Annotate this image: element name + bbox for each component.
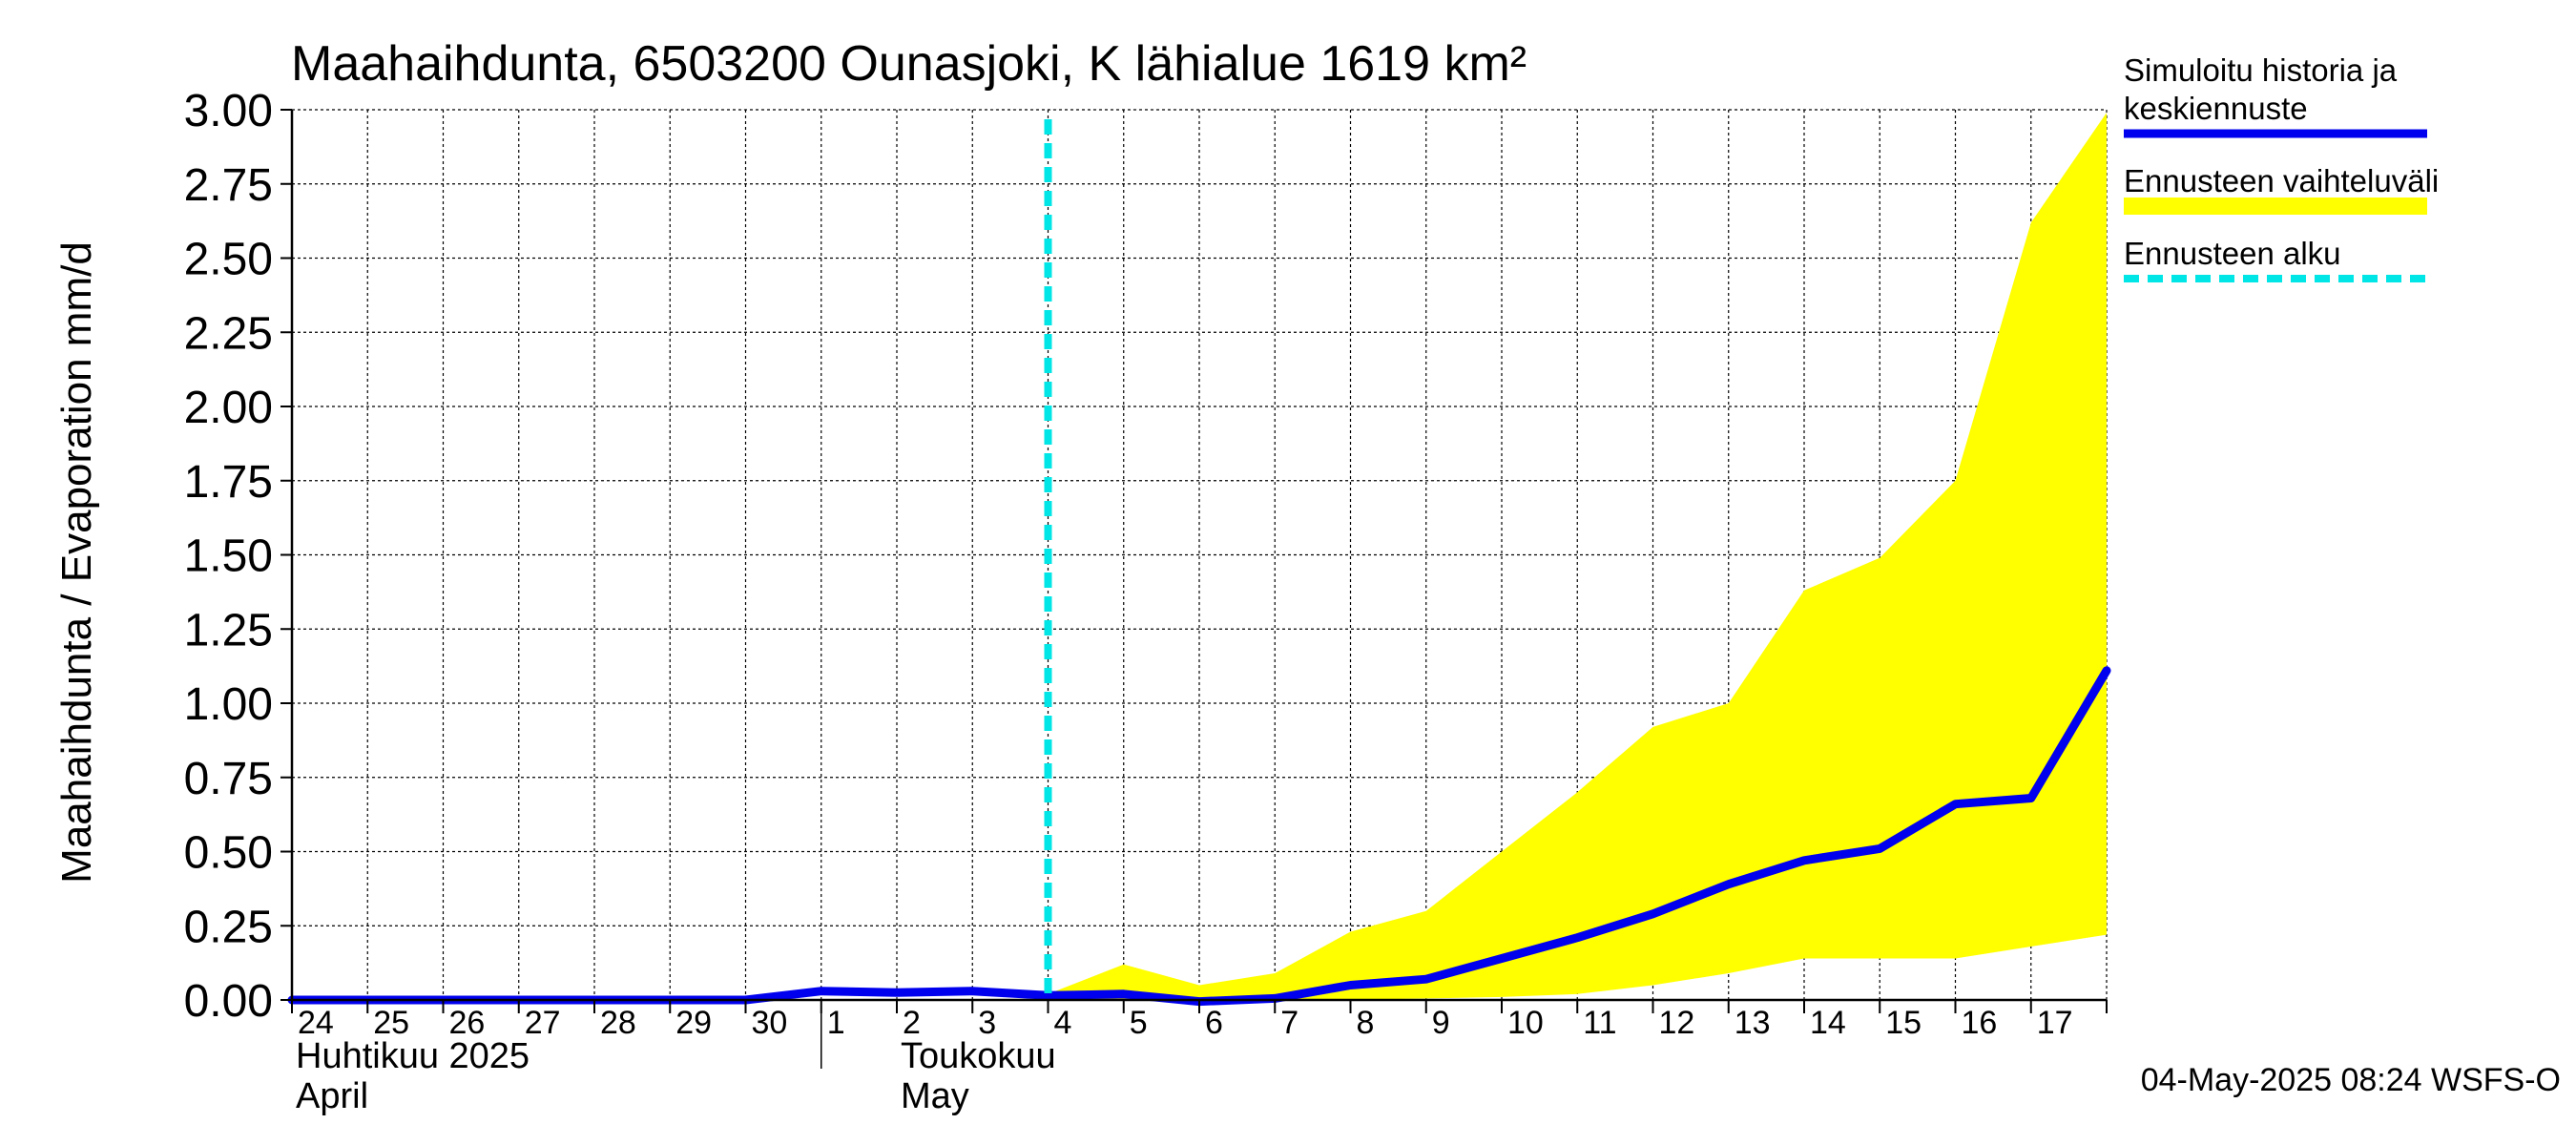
x-tick-label: 6 (1205, 1005, 1223, 1041)
x-tick-label: 17 (2037, 1005, 2073, 1041)
x-tick-label: 15 (1885, 1005, 1922, 1041)
y-tick-label: 1.25 (184, 605, 273, 656)
x-tick-label: 12 (1659, 1005, 1695, 1041)
month-label-english: May (901, 1076, 969, 1116)
legend-swatch-band (2124, 198, 2427, 215)
forecast-band-area (1048, 113, 2107, 1002)
legend-label: Ennusteen alku (2124, 236, 2341, 271)
x-tick-label: 25 (373, 1005, 409, 1041)
x-tick-label: 1 (827, 1005, 845, 1041)
y-tick-label: 2.25 (184, 308, 273, 359)
y-tick-label: 1.50 (184, 531, 273, 582)
x-tick-label: 10 (1507, 1005, 1544, 1041)
x-tick-label: 13 (1735, 1005, 1771, 1041)
legend-label: keskiennuste (2124, 91, 2308, 126)
month-label: Huhtikuu 2025 (296, 1036, 530, 1076)
y-tick-label: 2.75 (184, 160, 273, 211)
x-tick-label: 27 (525, 1005, 561, 1041)
y-tick-label: 1.75 (184, 457, 273, 508)
timestamp-footer: 04-May-2025 08:24 WSFS-O (2141, 1062, 2561, 1098)
x-tick-label: 30 (752, 1005, 788, 1041)
y-tick-label: 0.25 (184, 902, 273, 952)
y-axis-label: Maahaihdunta / Evaporation mm/d (53, 241, 100, 884)
month-label: Toukokuu (901, 1036, 1056, 1076)
y-tick-label: 2.50 (184, 235, 273, 285)
x-tick-label: 11 (1583, 1005, 1616, 1041)
x-tick-label: 24 (298, 1005, 334, 1041)
x-tick-label: 5 (1130, 1005, 1148, 1041)
x-tick-label: 8 (1357, 1005, 1375, 1041)
x-tick-label: 3 (978, 1005, 996, 1041)
x-tick-label: 4 (1054, 1005, 1072, 1041)
axes: 0.00 0.25 0.50 0.75 1.00 1.25 1.50 1.75 2.00 2.25… (53, 86, 2108, 1116)
legend-label: Ennusteen vaihteluväli (2124, 163, 2439, 198)
x-tick-label: 9 (1432, 1005, 1450, 1041)
forecast-range-band (1048, 113, 2107, 1002)
x-tick-label: 2 (903, 1005, 921, 1041)
x-tick-label: 28 (600, 1005, 636, 1041)
y-tick-label: 0.50 (184, 828, 273, 879)
chart-title: Maahaihdunta, 6503200 Ounasjoki, K lähia… (291, 36, 1527, 92)
y-tick-label: 2.00 (184, 383, 273, 433)
x-tick-label: 14 (1810, 1005, 1846, 1041)
x-tick-label: 16 (1962, 1005, 1998, 1041)
y-tick-label: 3.00 (184, 86, 273, 136)
x-tick-label: 26 (449, 1005, 486, 1041)
y-tick-label: 1.00 (184, 679, 273, 730)
y-tick-label: 0.00 (184, 976, 273, 1027)
x-tick-label: 7 (1280, 1005, 1298, 1041)
month-label-english: April (296, 1076, 368, 1116)
y-tick-label: 0.75 (184, 754, 273, 804)
x-tick-label: 29 (675, 1005, 712, 1041)
legend-label: Simuloitu historia ja (2124, 52, 2398, 88)
